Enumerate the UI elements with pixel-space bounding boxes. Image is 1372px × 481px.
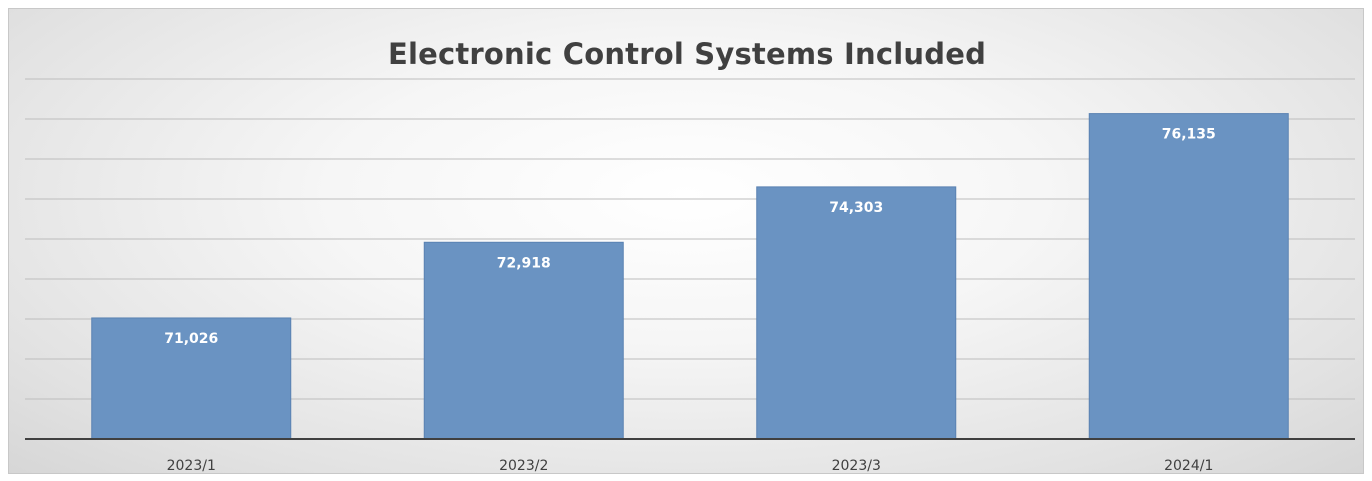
x-tick-label: 2023/2 [499,458,548,474]
x-tick-label: 2023/3 [832,458,881,474]
data-label: 76,135 [1162,127,1216,143]
data-label: 72,918 [497,255,551,271]
data-label: 71,026 [164,331,218,347]
data-label: 74,303 [829,200,883,216]
x-tick-label: 2023/1 [167,458,216,474]
bar-2023-3 [757,187,956,439]
chart-area: Electronic Control Systems Included 71,0… [8,8,1364,474]
bar-2024-1 [1089,114,1288,439]
plot-area: 71,026 2023/1 72,918 2023/2 74,303 2023/3 76,1… [9,9,1365,475]
bar-2023-2 [424,242,623,439]
x-tick-label: 2024/1 [1164,458,1213,474]
